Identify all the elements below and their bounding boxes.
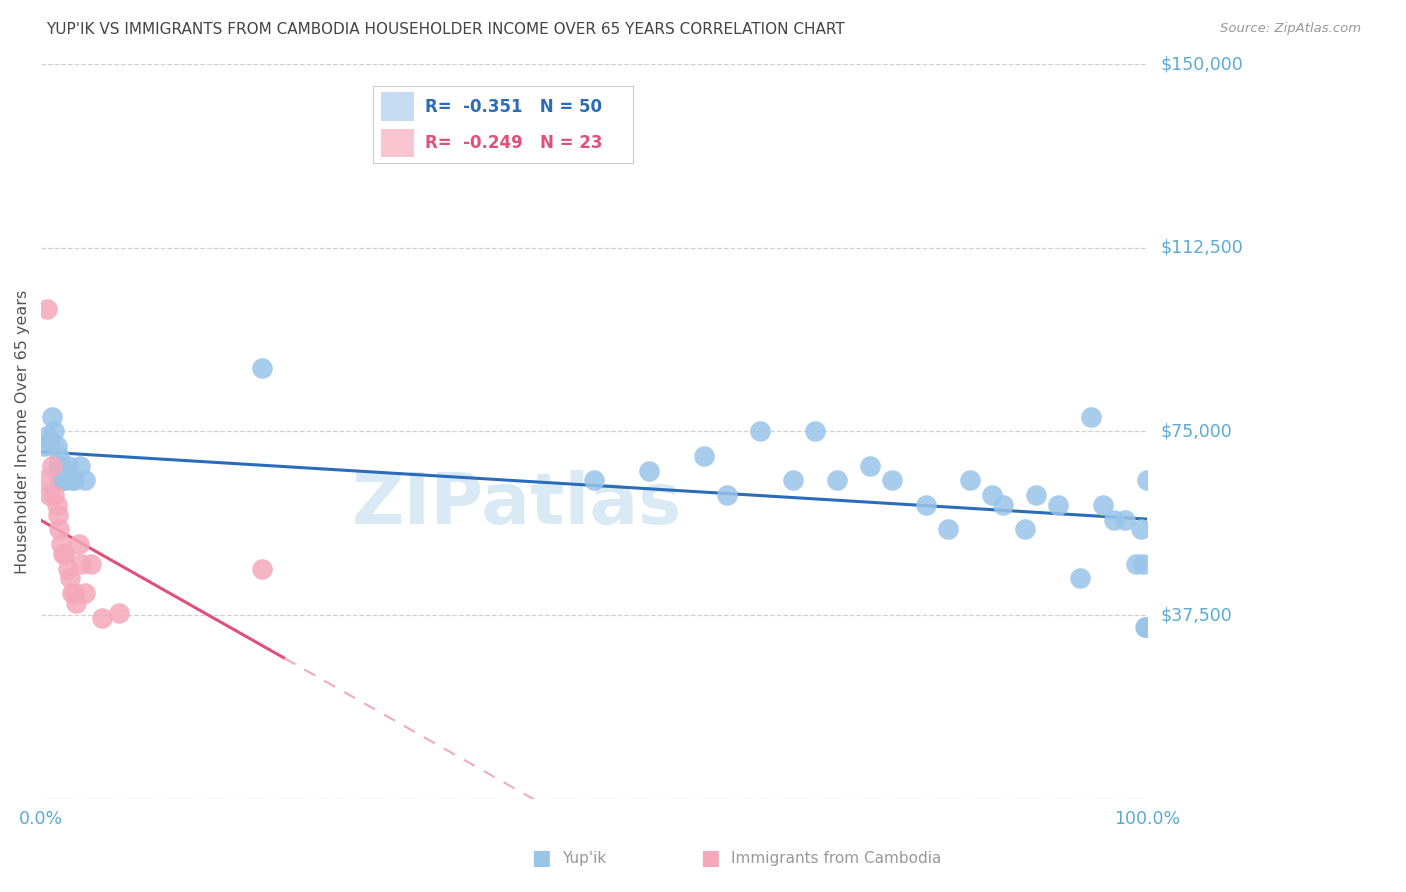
Point xyxy=(49,458,72,473)
Point xyxy=(1025,488,1047,502)
Point xyxy=(55,547,77,561)
Point xyxy=(63,586,86,600)
Point xyxy=(693,449,716,463)
Text: Yup'ik: Yup'ik xyxy=(562,851,606,865)
Y-axis label: Householder Income Over 65 years: Householder Income Over 65 years xyxy=(15,289,30,574)
Point xyxy=(49,474,72,488)
Point xyxy=(35,429,58,443)
Point xyxy=(70,557,93,571)
Point xyxy=(46,508,69,522)
Point xyxy=(991,498,1014,512)
Point xyxy=(39,434,62,449)
Point xyxy=(882,474,904,488)
Point xyxy=(80,557,103,571)
Text: YUP'IK VS IMMIGRANTS FROM CAMBODIA HOUSEHOLDER INCOME OVER 65 YEARS CORRELATION : YUP'IK VS IMMIGRANTS FROM CAMBODIA HOUSE… xyxy=(46,22,845,37)
Point xyxy=(1125,557,1147,571)
Text: Immigrants from Cambodia: Immigrants from Cambodia xyxy=(731,851,942,865)
Point xyxy=(859,458,882,473)
Point xyxy=(49,537,72,551)
Point xyxy=(67,537,90,551)
Point xyxy=(638,464,661,478)
Point xyxy=(53,474,76,488)
Point xyxy=(41,458,63,473)
Point xyxy=(60,474,83,488)
Point xyxy=(1132,557,1154,571)
Point xyxy=(56,458,79,473)
Point xyxy=(107,606,129,620)
Point xyxy=(56,561,79,575)
Text: $112,500: $112,500 xyxy=(1160,239,1243,257)
Point xyxy=(1069,571,1091,585)
Point xyxy=(1136,474,1159,488)
Point xyxy=(38,488,60,502)
Text: ZIPatlas: ZIPatlas xyxy=(352,470,682,540)
Text: $150,000: $150,000 xyxy=(1160,55,1243,73)
Point xyxy=(75,586,97,600)
Point xyxy=(981,488,1004,502)
Point xyxy=(252,360,274,375)
Point xyxy=(75,474,97,488)
Text: $75,000: $75,000 xyxy=(1160,423,1233,441)
Point xyxy=(63,474,86,488)
Point xyxy=(252,561,274,575)
Point xyxy=(1091,498,1114,512)
Point xyxy=(748,425,770,439)
Point xyxy=(59,468,82,483)
Point xyxy=(582,474,605,488)
Point xyxy=(782,474,804,488)
Point xyxy=(45,498,67,512)
Point xyxy=(59,571,82,585)
Point xyxy=(41,409,63,424)
Point xyxy=(65,596,87,610)
Point xyxy=(1135,620,1157,634)
Point xyxy=(90,610,112,624)
Point xyxy=(1080,409,1102,424)
Point xyxy=(1133,620,1156,634)
Point xyxy=(1114,513,1136,527)
Point xyxy=(35,301,58,316)
Point xyxy=(44,425,66,439)
Point xyxy=(1130,523,1153,537)
Point xyxy=(1102,513,1125,527)
Point xyxy=(46,458,69,473)
Point xyxy=(804,425,827,439)
Point xyxy=(1014,523,1036,537)
Point xyxy=(936,523,959,537)
Point xyxy=(52,464,75,478)
Point xyxy=(48,523,70,537)
Point xyxy=(959,474,981,488)
Text: Source: ZipAtlas.com: Source: ZipAtlas.com xyxy=(1220,22,1361,36)
Point xyxy=(34,439,56,453)
Point xyxy=(52,547,75,561)
Point xyxy=(69,458,91,473)
Point xyxy=(825,474,848,488)
Point xyxy=(34,474,56,488)
Point xyxy=(60,586,83,600)
Point xyxy=(914,498,936,512)
Point xyxy=(716,488,738,502)
Point xyxy=(51,468,73,483)
Point xyxy=(48,449,70,463)
Point xyxy=(1047,498,1070,512)
Text: ■: ■ xyxy=(700,848,720,868)
Point xyxy=(55,474,77,488)
Text: $37,500: $37,500 xyxy=(1160,607,1233,624)
Text: ■: ■ xyxy=(531,848,551,868)
Point xyxy=(44,488,66,502)
Point xyxy=(45,439,67,453)
